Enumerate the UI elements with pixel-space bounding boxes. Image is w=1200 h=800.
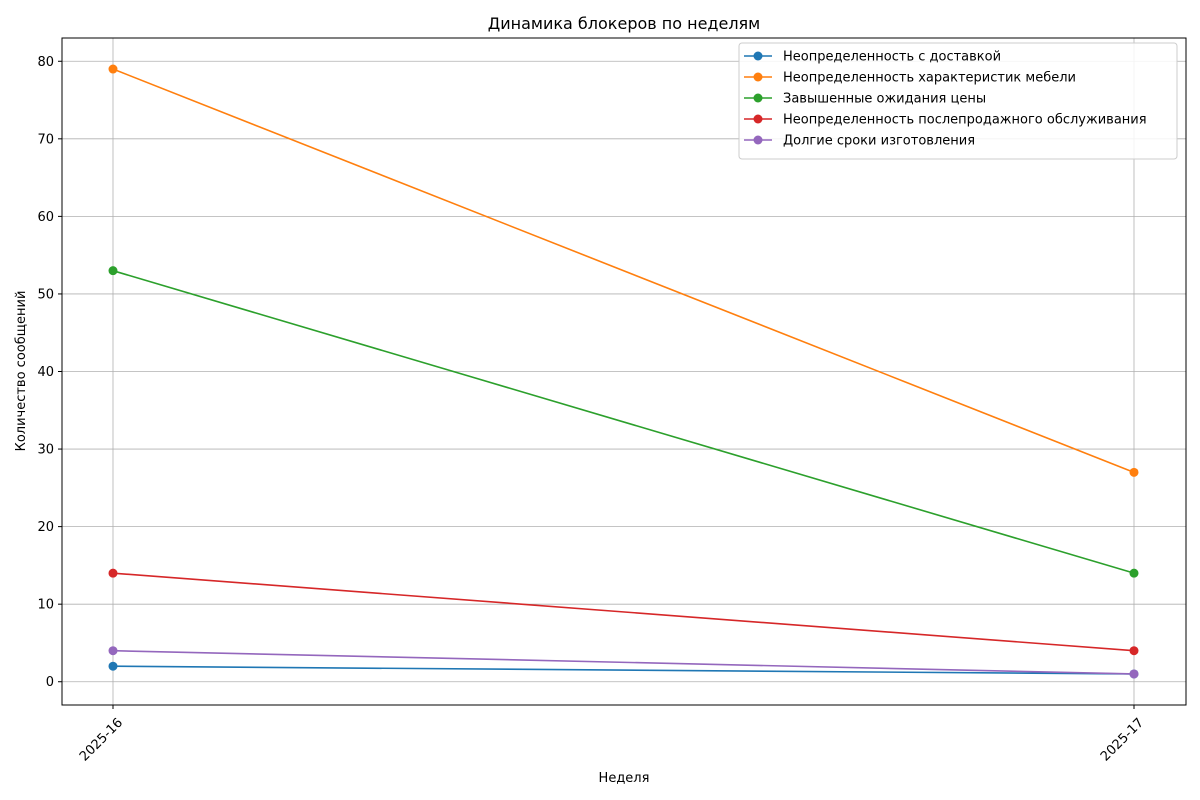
legend-box [738,42,1178,160]
data-point [108,661,118,671]
series-line [112,269,1135,574]
legend-swatch-marker [753,72,763,82]
legend-label: Долгие сроки изготовления [783,134,975,149]
series-line [112,68,1135,474]
data-point [108,64,118,74]
series-line [112,649,1135,675]
y-tick-label: 10 [37,598,54,613]
data-point [108,568,118,578]
series-line [112,665,1135,675]
legend-swatch-marker [753,93,763,103]
y-axis-label: Количество сообщений [14,291,29,452]
legend: Неопределенность с доставкой Неопределенн… [738,42,1178,160]
y-axis-ticks: 0 10 20 30 40 50 60 70 80 [37,55,62,690]
y-tick-label: 60 [37,210,54,225]
series-lines [108,64,1139,679]
y-tick-label: 20 [37,520,54,535]
chart-title: Динамика блокеров по неделям [488,14,761,33]
series-line [112,572,1135,652]
data-point [1129,669,1139,679]
legend-label: Завышенные ожидания цены [783,92,986,107]
legend-label: Неопределенность с доставкой [783,50,1001,65]
data-point [108,266,118,276]
legend-swatch-marker [753,135,763,145]
x-axis-label: Неделя [599,771,650,786]
y-tick-label: 30 [37,443,54,458]
plot-frame [61,37,1187,706]
grid [62,38,1186,705]
y-tick-label: 50 [37,287,54,302]
data-point [1129,467,1139,477]
legend-swatch-marker [753,114,763,124]
y-tick-label: 0 [46,675,54,690]
data-point [1129,568,1139,578]
data-point [1129,646,1139,656]
legend-swatch-marker [753,51,763,61]
data-point [108,646,118,656]
y-tick-label: 40 [37,365,54,380]
legend-label: Неопределенность характеристик мебели [783,71,1076,86]
legend-label: Неопределенность послепродажного обслужи… [783,113,1147,128]
y-tick-label: 70 [37,132,54,147]
y-tick-label: 80 [37,55,54,70]
